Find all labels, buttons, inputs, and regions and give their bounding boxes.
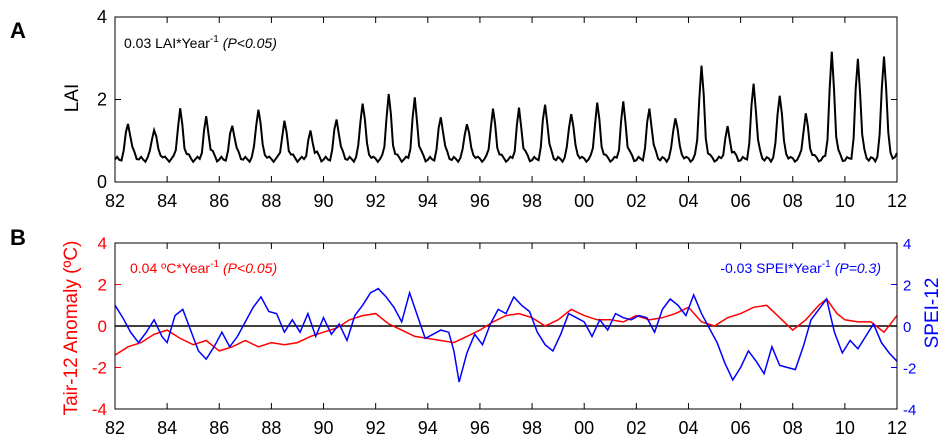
x-tick-label: 10	[835, 191, 855, 211]
y-tick-label: 4	[97, 7, 107, 27]
y-tick-label: -2	[92, 359, 107, 378]
x-tick-label: 86	[209, 418, 229, 438]
x-tick-label: 88	[261, 418, 281, 438]
x-tick-label: 08	[783, 191, 803, 211]
panel-a-frame	[114, 16, 898, 183]
lai-series-line	[114, 51, 898, 164]
x-tick-label: 82	[105, 418, 125, 438]
y-tick-label: -4	[903, 402, 916, 419]
x-tick-label: 02	[626, 418, 646, 438]
tair-axis-label: Tair-12 Anomaly (ºC)	[61, 241, 82, 416]
x-tick-label: 92	[366, 191, 386, 211]
x-tick-label: 04	[678, 418, 698, 438]
x-tick-label: 84	[157, 191, 177, 211]
y-tick-label: 4	[903, 236, 911, 253]
spei-series-line	[114, 287, 898, 383]
x-tick-label: 92	[366, 418, 386, 438]
x-tick-label: 88	[261, 191, 281, 211]
panel-b-right-y-ticks: -4 -2 0 2 4	[891, 236, 916, 419]
x-tick-label: 12	[887, 191, 907, 211]
spei-axis-label: SPEI-12	[922, 278, 943, 349]
y-tick-label: 0	[903, 319, 911, 336]
x-tick-label: 86	[209, 191, 229, 211]
x-tick-label: 90	[314, 418, 334, 438]
y-tick-label: -4	[92, 400, 107, 419]
panel-b-left-y-ticks: -4 -2 0 2 4	[92, 234, 121, 419]
x-tick-label: 00	[574, 191, 594, 211]
lai-axis-label: LAI	[62, 84, 83, 113]
x-tick-label: 00	[574, 418, 594, 438]
x-tick-label: 94	[418, 418, 438, 438]
x-tick-label: 94	[418, 191, 438, 211]
y-tick-label: 2	[903, 278, 911, 295]
x-tick-label: 84	[157, 418, 177, 438]
panel-label-a: A	[10, 18, 26, 43]
panel-label-b: B	[10, 225, 26, 250]
x-tick-label: 96	[470, 191, 490, 211]
y-tick-label: 4	[98, 234, 107, 253]
y-tick-label: -2	[903, 361, 916, 378]
x-tick-label: 82	[105, 191, 125, 211]
lai-trend-annotation: 0.03 LAI*Year-1 (P<0.05)	[124, 34, 277, 51]
x-tick-label: 02	[626, 191, 646, 211]
y-tick-label: 0	[98, 317, 107, 336]
x-tick-label: 90	[314, 191, 334, 211]
panel-b-frame	[114, 242, 898, 410]
tair-trend-annotation: 0.04 ºC*Year-1 (P<0.05)	[130, 259, 277, 276]
spei-trend-annotation: -0.03 SPEI*Year-1 (P=0.3)	[720, 259, 881, 276]
x-tick-label: 98	[522, 418, 542, 438]
x-tick-label: 06	[731, 418, 751, 438]
x-tick-label: 10	[835, 418, 855, 438]
x-tick-label: 96	[470, 418, 490, 438]
tair-series-line	[114, 297, 898, 356]
x-tick-label: 08	[783, 418, 803, 438]
x-tick-label: 98	[522, 191, 542, 211]
x-tick-label: 04	[678, 191, 698, 211]
y-tick-label: 2	[97, 90, 107, 110]
panel-a-x-ticks: 82 84 86 88 90 92 94 96 98 00 02 04 06 08 10 12	[105, 17, 907, 211]
x-tick-label: 12	[887, 418, 907, 438]
y-tick-label: 2	[98, 276, 107, 295]
x-tick-label: 06	[731, 191, 751, 211]
y-tick-label: 0	[97, 172, 107, 192]
